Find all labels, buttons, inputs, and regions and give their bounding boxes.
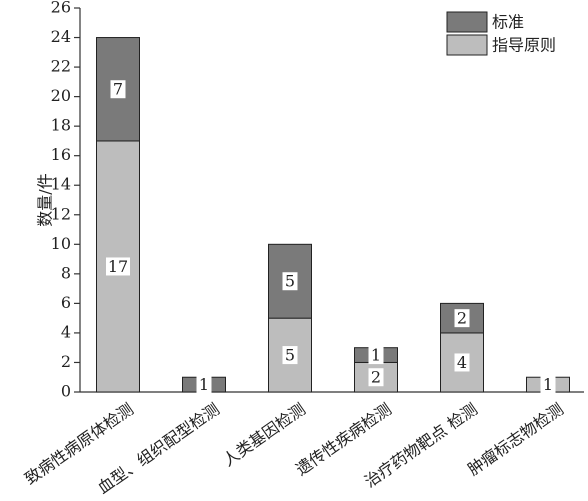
legend-swatch xyxy=(446,11,488,33)
value-label-box xyxy=(106,257,130,276)
value-label: 2 xyxy=(457,309,467,328)
y-tick-label: 18 xyxy=(51,116,71,135)
y-tick-label: 22 xyxy=(51,57,71,76)
value-label: 2 xyxy=(371,368,381,387)
value-label: 7 xyxy=(113,80,123,99)
y-tick-label: 4 xyxy=(61,322,71,341)
y-tick-label: 24 xyxy=(51,27,71,46)
value-label-box xyxy=(282,272,298,291)
value-label: 1 xyxy=(199,375,209,394)
value-label-box xyxy=(454,309,470,328)
y-tick-label: 0 xyxy=(61,382,71,401)
value-label-box xyxy=(110,80,126,99)
y-tick-label: 8 xyxy=(61,263,71,282)
value-label: 17 xyxy=(108,257,128,276)
value-label-box xyxy=(368,346,384,365)
bar-segment xyxy=(440,332,484,393)
legend-swatch xyxy=(446,34,488,56)
y-axis-label: 数量/件 xyxy=(36,173,55,226)
y-tick-label: 2 xyxy=(61,352,71,371)
y-tick-label: 10 xyxy=(51,234,71,253)
value-label-box xyxy=(368,368,384,387)
x-tick-label: 肿瘤标志物检测 xyxy=(464,399,567,479)
x-tick-label: 人类基因检测 xyxy=(219,399,309,470)
y-tick-label: 14 xyxy=(51,175,71,194)
value-label: 4 xyxy=(457,353,467,372)
legend-label: 标准 xyxy=(492,13,524,32)
value-label-box xyxy=(454,353,470,372)
y-tick-label: 6 xyxy=(61,293,71,312)
value-label-box xyxy=(540,375,556,394)
y-tick-label: 20 xyxy=(51,86,71,105)
value-label-box xyxy=(196,375,212,394)
value-label: 1 xyxy=(543,375,553,394)
y-tick-label: 12 xyxy=(51,204,71,223)
value-label: 5 xyxy=(285,346,295,365)
y-tick-label: 26 xyxy=(51,0,71,17)
value-label: 5 xyxy=(285,272,295,291)
value-label-box xyxy=(282,346,298,365)
legend-label: 指导原则 xyxy=(492,36,556,55)
value-label: 1 xyxy=(371,346,381,365)
y-tick-label: 16 xyxy=(51,145,71,164)
